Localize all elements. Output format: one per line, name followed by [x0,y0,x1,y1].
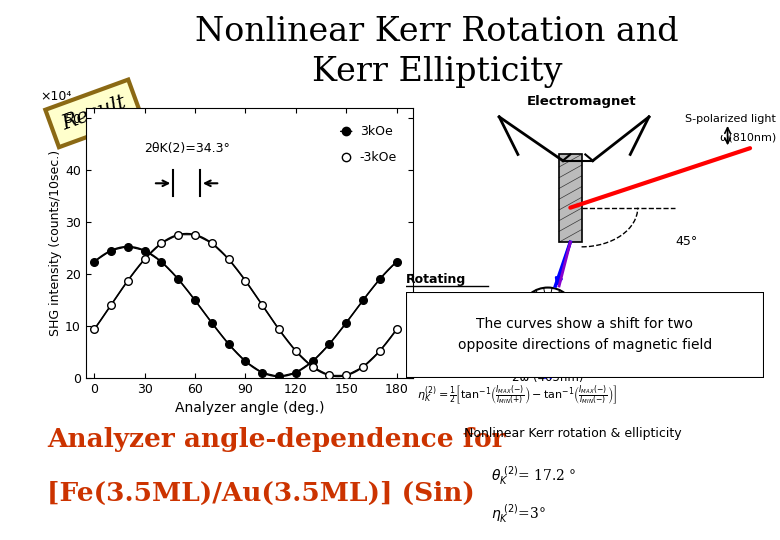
Text: $\theta_K^{\ (2)}$= 17.2 °: $\theta_K^{\ (2)}$= 17.2 ° [491,464,577,487]
Text: Nonlinear Kerr Rotation and
Kerr Ellipticity: Nonlinear Kerr Rotation and Kerr Ellipti… [195,16,679,87]
Text: Rotating: Rotating [406,273,466,286]
Text: 3kOe: 3kOe [360,125,392,138]
Text: $\eta_K^{\ (2)}$=3°: $\eta_K^{\ (2)}$=3° [491,502,546,525]
Text: Nonlinear Kerr rotation & ellipticity: Nonlinear Kerr rotation & ellipticity [464,427,682,440]
Text: ω(810nm): ω(810nm) [719,132,776,143]
Text: [Fe(3.5ML)/Au(3.5ML)] (Sin): [Fe(3.5ML)/Au(3.5ML)] (Sin) [47,481,474,505]
Text: ×10⁴: ×10⁴ [40,90,71,103]
Bar [559,154,582,242]
Bar [526,336,570,367]
Text: $\eta_K^{(2)}=\frac{1}{2}\left[\tan^{-1}\!\left(\frac{I_{MAX}(-)}{I_{MIN}(+)}\ri: $\eta_K^{(2)}=\frac{1}{2}\left[\tan^{-1}… [417,383,617,406]
X-axis label: Analyzer angle (deg.): Analyzer angle (deg.) [175,401,324,415]
Text: Result: Result [58,93,129,134]
Y-axis label: SHG intensity (counts/10sec.): SHG intensity (counts/10sec.) [49,150,62,336]
Text: -3kOe: -3kOe [360,151,397,164]
Text: S-polarized light: S-polarized light [686,114,776,124]
Text: Analyzer
Filter: Analyzer Filter [523,332,573,354]
Text: Analyzer angle-dependence for: Analyzer angle-dependence for [47,427,505,451]
Text: 45°: 45° [675,235,697,248]
FancyBboxPatch shape [406,292,764,378]
Text: Electromagnet: Electromagnet [526,95,636,108]
Text: 2θK(2)=34.3°: 2θK(2)=34.3° [144,142,230,155]
Text: The curves show a shift for two
opposite directions of magnetic field: The curves show a shift for two opposite… [458,318,712,352]
Text: Analyzer: Analyzer [406,298,466,311]
Text: 2ω (405nm): 2ω (405nm) [512,370,583,383]
